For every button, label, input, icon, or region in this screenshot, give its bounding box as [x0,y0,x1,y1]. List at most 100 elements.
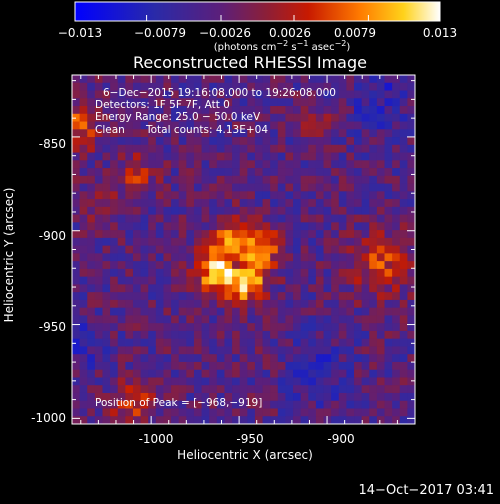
heatmap-cell [315,385,324,394]
heatmap-cell [247,82,256,91]
heatmap-cell [247,400,256,409]
heatmap-cell [376,377,385,386]
heatmap-cell [239,392,248,402]
heatmap-cell [201,361,210,371]
heatmap-cell [308,137,317,146]
heatmap-cell [87,392,96,402]
heatmap-cell [239,400,248,409]
heatmap-cell [354,392,363,402]
heatmap-cell [392,75,401,84]
heatmap-cell [224,361,233,371]
heatmap-cell [178,160,187,169]
heatmap-cell [399,160,408,169]
heatmap-cell [376,106,385,115]
heatmap-cell [171,268,180,278]
heatmap-cell [300,168,309,177]
heatmap-cell [232,385,241,394]
heatmap-cell [201,284,210,293]
heatmap-cell [262,168,271,177]
heatmap-cell [331,168,340,177]
heatmap-cell [132,191,141,200]
heatmap-cell [110,160,119,169]
heatmap-cell [354,377,363,386]
heatmap-cell [110,377,119,386]
heatmap-cell [346,98,355,107]
heatmap-cell [300,90,309,99]
y-axis-title: Heliocentric Y (arcsec) [2,188,16,323]
heatmap-cell [87,245,96,254]
y-tick-label-0: -850 [39,137,66,151]
heatmap-cell [110,206,119,215]
heatmap-cell [216,400,225,409]
heatmap-cell [369,392,378,402]
heatmap-cell [399,284,408,293]
heatmap-cell [308,129,317,138]
heatmap-cell [392,168,401,177]
heatmap-cell [239,191,248,200]
heatmap-cell [384,369,393,378]
heatmap-cell [399,261,408,270]
heatmap-cell [239,144,248,153]
heatmap-cell [392,361,401,371]
heatmap-cell [72,144,81,153]
heatmap-cell [117,284,126,293]
heatmap-cell [239,222,248,231]
heatmap-cell [186,284,195,293]
heatmap-cell [125,369,134,378]
heatmap-cell [232,113,241,122]
heatmap-cell [201,392,210,402]
heatmap-cell [155,245,164,254]
heatmap-cell [323,206,332,215]
heatmap-cell [232,237,241,247]
heatmap-cell [117,416,126,424]
heatmap-cell [300,113,309,122]
heatmap-cell [346,191,355,200]
heatmap-cell [87,98,96,107]
heatmap-cell [376,261,385,270]
heatmap-cell [224,346,233,355]
heatmap-cell [369,137,378,146]
heatmap-cell [331,137,340,146]
heatmap-cell [216,361,225,371]
heatmap-cell [338,199,347,208]
heatmap-cell [94,361,103,371]
heatmap-cell [186,361,195,371]
heatmap-cell [125,137,134,146]
heatmap-cell [87,268,96,278]
colorbar-tick-label-5: 0.013 [423,26,457,40]
heatmap-cell [232,416,241,424]
heatmap-cell [186,338,195,347]
heatmap-cell [163,253,172,262]
heatmap-cell [354,230,363,239]
heatmap-cell [140,191,149,200]
heatmap-cell [87,361,96,371]
heatmap-cell [331,191,340,200]
heatmap-cell [125,199,134,208]
heatmap-cell [254,230,263,239]
heatmap-cell [384,199,393,208]
heatmap-cell [262,175,271,184]
heatmap-cell [354,222,363,231]
heatmap-cell [361,90,370,99]
heatmap-cell [270,199,279,208]
heatmap-cell [155,222,164,231]
heatmap-cell [270,206,279,215]
heatmap-cell [110,90,119,99]
heatmap-cell [392,82,401,91]
heatmap-cell [247,315,256,324]
heatmap-cell [354,338,363,347]
heatmap-cell [140,299,149,309]
heatmap-cell [331,253,340,262]
heatmap-cell [193,144,202,153]
heatmap-cell [247,152,256,161]
heatmap-cell [239,82,248,91]
heatmap-cell [140,175,149,184]
heatmap-cell [399,292,408,301]
heatmap-cell [285,75,294,84]
heatmap-cell [338,299,347,309]
heatmap-cell [277,299,286,309]
heatmap-cell [102,361,111,371]
heatmap-cell [315,377,324,386]
heatmap-cell [270,369,279,378]
